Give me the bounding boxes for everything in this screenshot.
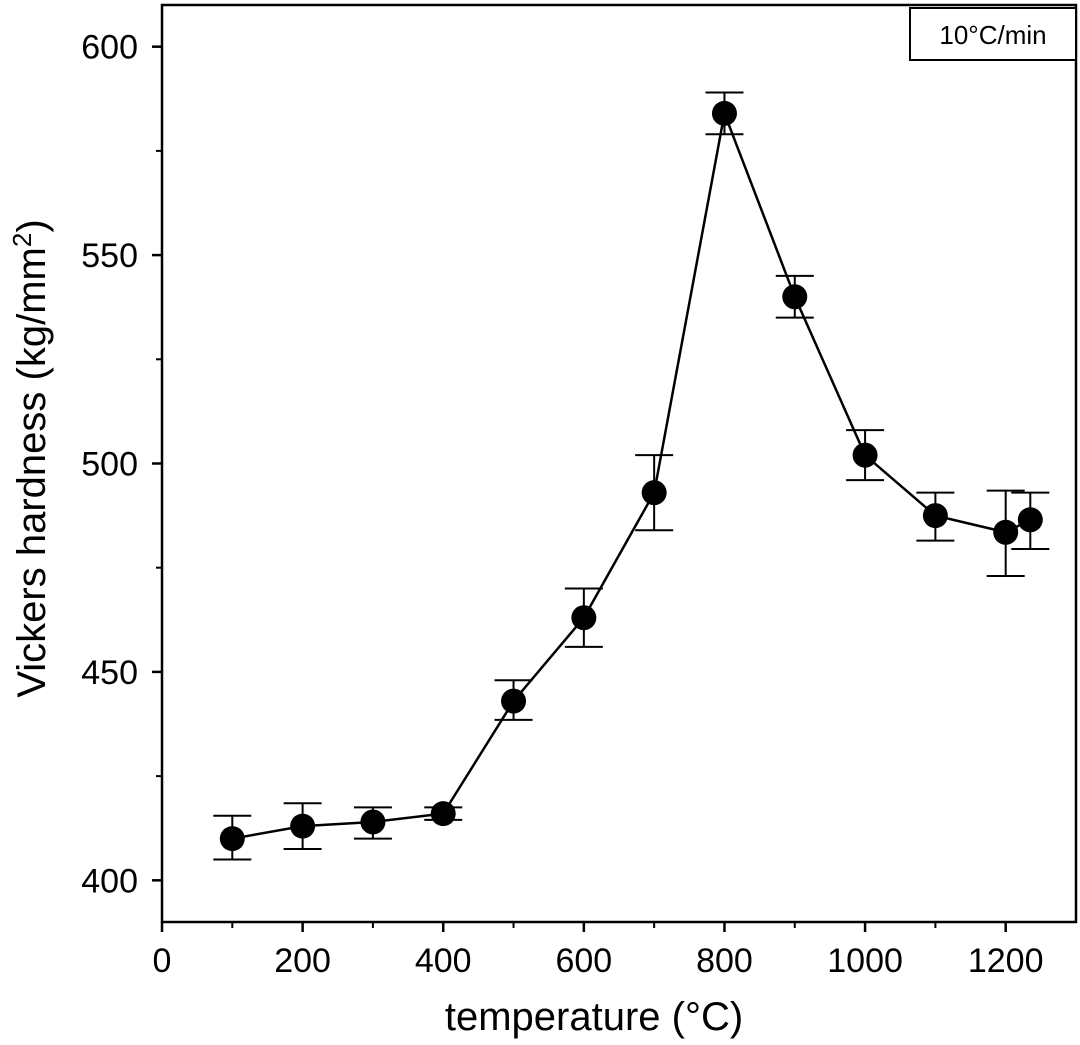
data-series [213,91,1050,861]
data-point [360,809,386,835]
x-tick-label: 1000 [827,942,903,980]
plot-area-frame [160,3,1078,924]
y-tick-label: 400 [81,862,138,900]
y-axis: 400 450 500 550 600 [81,29,162,900]
x-tick-label: 400 [415,942,472,980]
x-tick-label: 0 [153,942,172,980]
data-point [993,519,1019,545]
x-axis-title: temperature (°C) [445,995,743,1039]
annotation-frame [909,7,1077,61]
x-tick-label: 200 [274,942,331,980]
data-point [430,801,456,827]
y-axis-title-superscript: 2 [7,233,37,247]
data-point [922,503,948,529]
data-point [571,605,597,631]
data-point [219,826,245,852]
series-line [232,108,1031,840]
data-point [852,442,878,468]
x-tick-label: 800 [696,942,753,980]
data-point [711,100,737,126]
x-axis: 0 200 400 600 800 1000 1200 [153,922,1044,980]
y-axis-title-main: Vickers hardness (kg/mm [10,247,54,698]
data-point [290,813,316,839]
y-tick-label: 500 [81,446,138,484]
data-point [501,688,527,714]
annotation-text: 10°C/min [939,20,1046,50]
data-point [1017,507,1043,533]
data-point [641,480,667,506]
y-tick-label: 600 [81,29,138,67]
y-tick-label: 450 [81,654,138,692]
x-tick-label: 1200 [968,942,1044,980]
annotation-box: 10°C/min [909,7,1077,61]
y-axis-title-close: ) [10,219,54,232]
y-axis-title: Vickers hardness (kg/mm2) [7,219,54,697]
x-tick-label: 600 [555,942,612,980]
y-tick-label: 550 [81,237,138,275]
data-point [782,284,808,310]
